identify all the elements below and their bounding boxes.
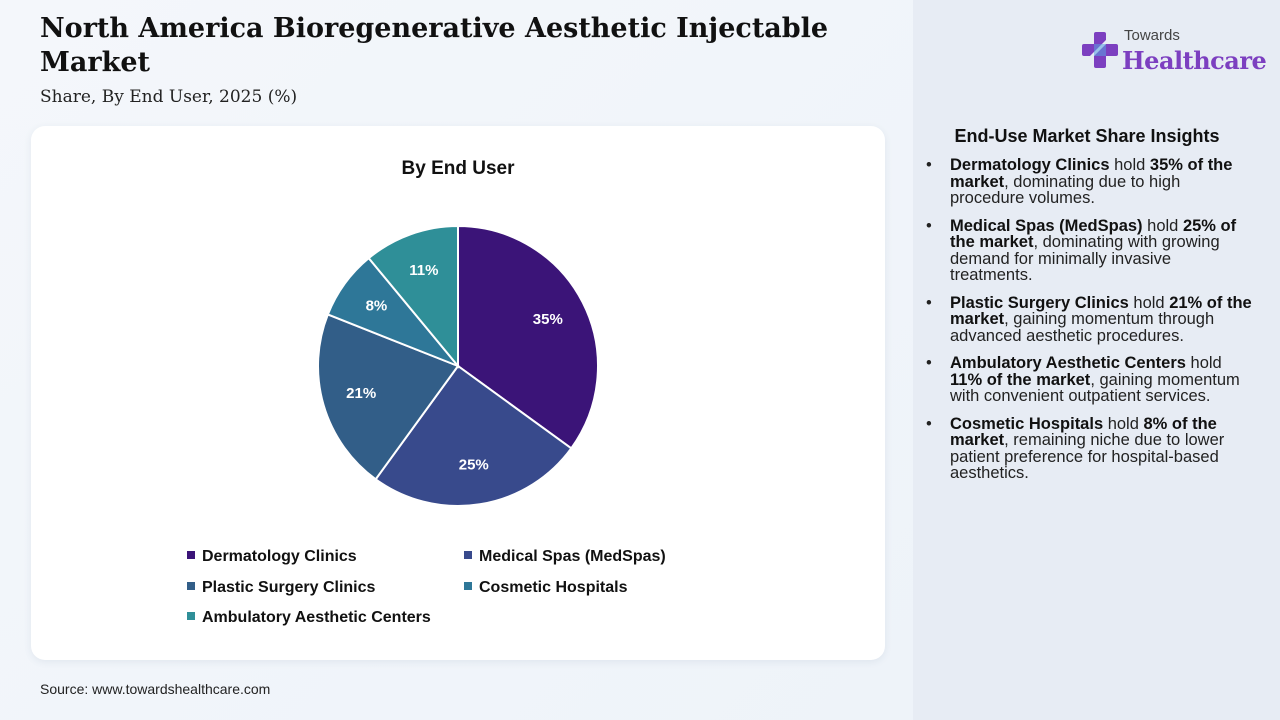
insight-name: Dermatology Clinics <box>950 156 1110 174</box>
insight-share: 11% of the market <box>950 370 1091 389</box>
legend-swatch <box>187 611 195 620</box>
slice-medspas <box>374 364 573 507</box>
legend-swatch <box>187 581 195 590</box>
insight-text: hold <box>1109 156 1150 174</box>
insight-share: 21% of the market <box>950 293 1252 328</box>
legend-swatch <box>187 550 195 559</box>
insights-panel: End-Use Market Share Insights • Dermatolo… <box>922 126 1252 493</box>
slice-data-label: 21% <box>346 385 376 402</box>
legend-item-medspas: Medical Spas (MedSpas) <box>464 548 666 566</box>
slice-data-label: 25% <box>459 457 489 474</box>
legend-item-ambulatory: Ambulatory Aesthetic Centers <box>187 609 431 627</box>
insight-text: , gaining momentum with convenient outpa… <box>950 370 1240 405</box>
insight-text: hold <box>1103 414 1144 433</box>
page-title: North America Bioregenerative Aesthetic … <box>40 13 829 78</box>
insight-text: hold <box>1142 216 1183 235</box>
insight-text: , dominating with growing demand for min… <box>950 233 1220 284</box>
insight-text: hold <box>1185 354 1222 372</box>
insight-share: 25% of the market <box>950 216 1237 251</box>
insight-item: • Medical Spas (MedSpas) hold 25% of the … <box>922 216 1252 284</box>
right-panel <box>913 0 1280 720</box>
bullet-icon: • <box>926 216 932 235</box>
insight-share: 8% of the market <box>950 414 1217 449</box>
pie-chart: 35% 25% 21% 8% 11% <box>317 224 599 507</box>
chart-title: By End User <box>401 158 515 179</box>
bullet-icon: • <box>926 293 932 312</box>
legend-label: Ambulatory Aesthetic Centers <box>202 609 431 626</box>
slice-dermatology <box>457 224 599 450</box>
legend-label: Cosmetic Hospitals <box>479 579 628 596</box>
logo-small-text: Towards <box>1124 27 1180 44</box>
insight-item: • Plastic Surgery Clinics hold 21% of the… <box>922 293 1252 345</box>
bullet-icon: • <box>926 414 932 433</box>
insight-text: , dominating due to high procedure volum… <box>950 172 1181 207</box>
slice-ambulatory <box>367 224 459 369</box>
source-note: Source: www.towardshealthcare.com <box>40 681 271 697</box>
insight-share: 35% of the market <box>950 156 1233 191</box>
brand-logo: Towards Healthcare <box>1080 26 1267 78</box>
insights-list: • Dermatology Clinics hold 35% of the mar… <box>922 157 1252 482</box>
slice-plastic-surgery <box>317 313 460 481</box>
bullet-icon: • <box>926 354 932 372</box>
legend-label: Medical Spas (MedSpas) <box>479 548 666 565</box>
insight-name: Plastic Surgery Clinics <box>950 293 1129 312</box>
legend-swatch <box>464 581 472 590</box>
insight-name: Ambulatory Aesthetic Centers <box>950 354 1186 372</box>
insight-name: Medical Spas (MedSpas) <box>950 216 1143 235</box>
logo-big-text: Healthcare <box>1122 46 1267 75</box>
insight-text: hold <box>1128 293 1170 312</box>
insight-text: , remaining niche due to lower patient p… <box>950 431 1225 482</box>
cross-icon <box>1082 32 1118 68</box>
slice-data-label: 8% <box>366 298 388 315</box>
insight-name: Cosmetic Hospitals <box>950 414 1104 433</box>
chart-card: By End User 35% 25% 21% 8% 11% Dermatology C… <box>31 126 885 660</box>
insights-heading: End-Use Market Share Insights <box>954 126 1220 146</box>
legend-swatch <box>464 550 472 559</box>
slice-data-label: 11% <box>409 262 438 279</box>
legend-label: Dermatology Clinics <box>202 548 357 565</box>
insight-text: , gaining momentum through advanced aest… <box>950 310 1215 345</box>
insight-item: • Ambulatory Aesthetic Centers hold 11% o… <box>922 355 1252 405</box>
slice-data-label: 35% <box>533 311 563 328</box>
legend-item-cosmetic-hospitals: Cosmetic Hospitals <box>464 579 627 597</box>
page-subtitle: Share, By End User, 2025 (%) <box>40 87 298 107</box>
legend-item-plastic-surgery: Plastic Surgery Clinics <box>187 579 375 597</box>
insight-item: • Cosmetic Hospitals hold 8% of the marke… <box>922 414 1252 482</box>
legend-item-dermatology: Dermatology Clinics <box>187 548 357 566</box>
insight-item: • Dermatology Clinics hold 35% of the mar… <box>922 157 1252 207</box>
bullet-icon: • <box>926 156 932 174</box>
legend-label: Plastic Surgery Clinics <box>202 579 376 596</box>
